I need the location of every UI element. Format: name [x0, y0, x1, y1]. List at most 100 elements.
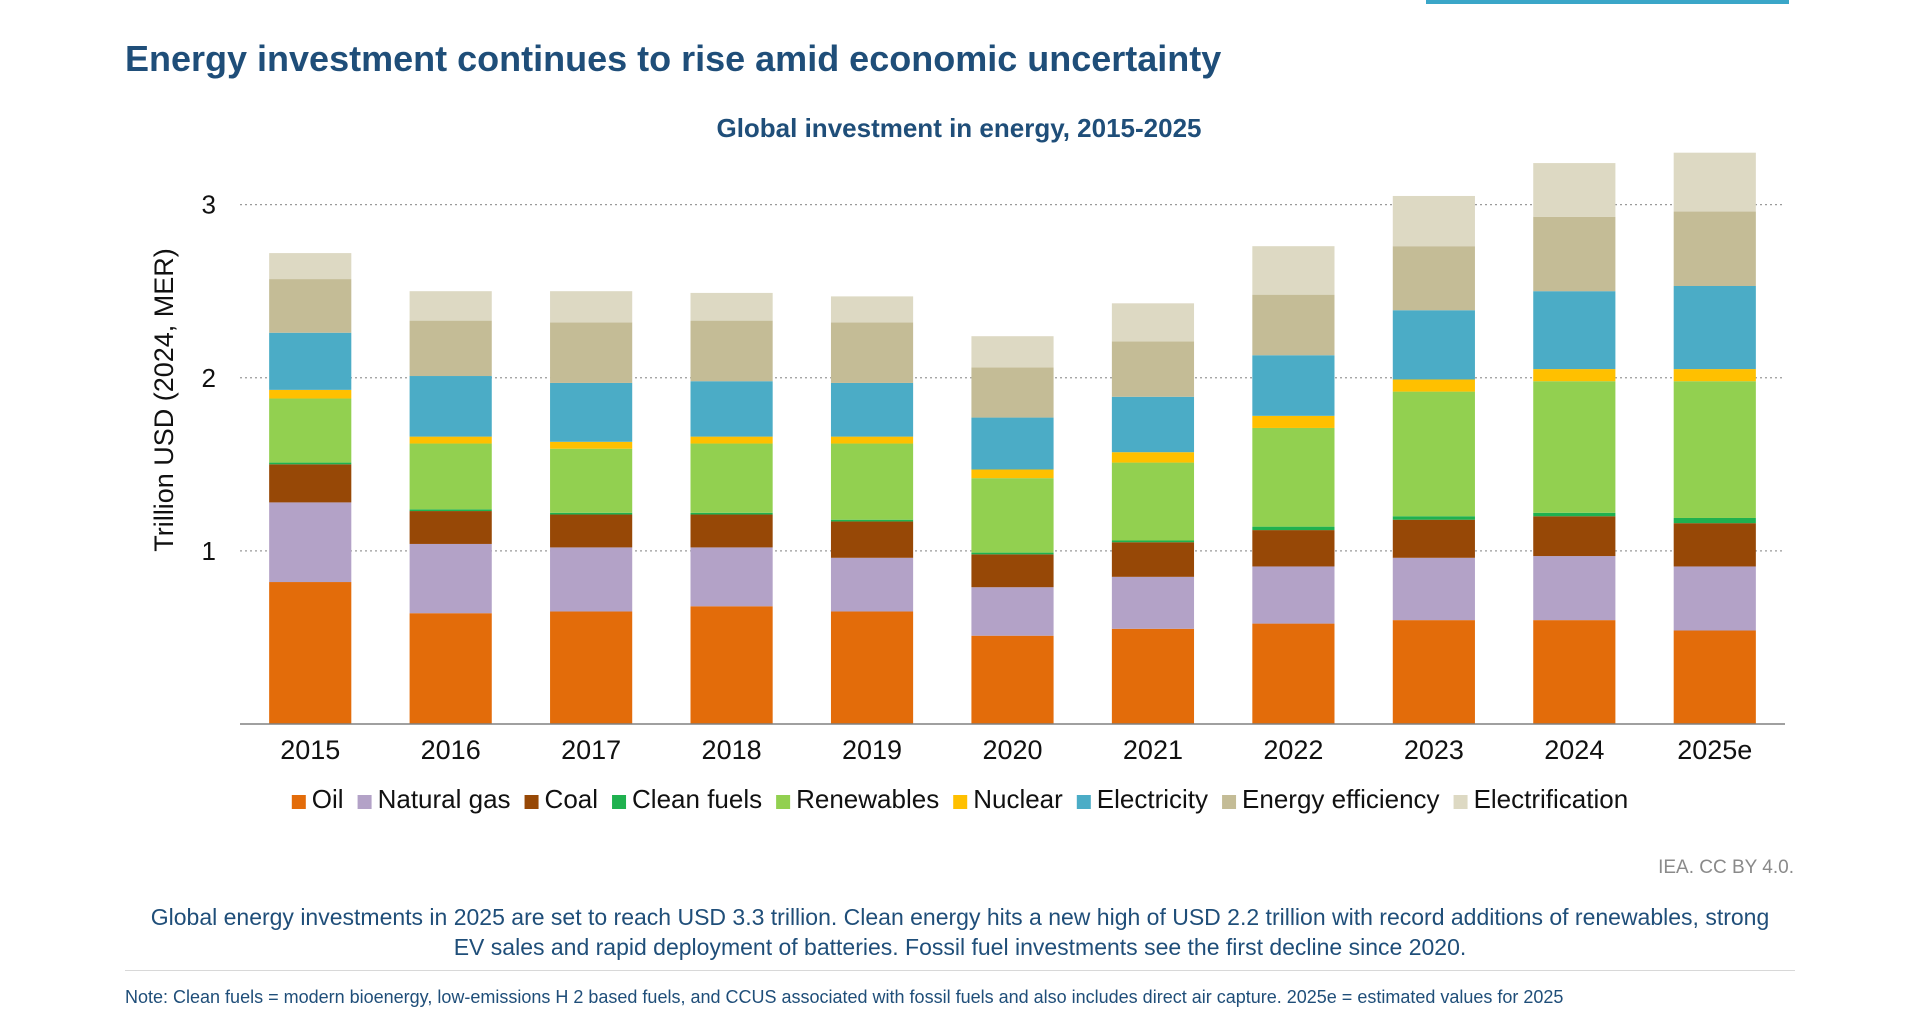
bar-coal-2025e: [1673, 523, 1756, 567]
x-tick-label: 2022: [1263, 735, 1323, 765]
legend-label: Electrification: [1474, 784, 1629, 814]
bar-electrification-2021: [1111, 303, 1195, 342]
bar-nuclear-2015: [269, 389, 352, 399]
legend-item-nuclear: Nuclear: [953, 784, 1063, 814]
bar-clean-fuels-2015: [269, 462, 352, 465]
bar-clean-fuels-2018: [690, 512, 773, 515]
legend-item-electrification: Electrification: [1453, 784, 1629, 814]
legend-item-clean-fuels: Clean fuels: [612, 784, 762, 814]
legend-item-natural-gas: Natural gas: [357, 784, 511, 814]
legend-label: Clean fuels: [632, 784, 762, 814]
bar-nuclear-2024: [1533, 369, 1616, 382]
bar-electricity-2018: [690, 381, 773, 437]
legend-swatch: [291, 795, 306, 809]
x-tick-label: 2025e: [1677, 735, 1752, 765]
bar-electricity-2022: [1252, 355, 1335, 416]
bar-renewables-2019: [830, 443, 914, 520]
bar-natural-gas-2025e: [1673, 566, 1756, 631]
bar-coal-2022: [1252, 530, 1335, 567]
x-tick-label: 2019: [842, 735, 902, 765]
bar-oil-2018: [690, 606, 773, 724]
x-tick-label: 2018: [702, 735, 762, 765]
bar-coal-2021: [1111, 542, 1195, 577]
summary-text: Global energy investments in 2025 are se…: [150, 904, 1770, 960]
bar-coal-2020: [971, 554, 1054, 588]
bar-natural-gas-2021: [1111, 576, 1195, 629]
bar-energy-efficiency-2017: [550, 322, 633, 383]
bar-energy-efficiency-2025e: [1673, 211, 1756, 286]
bar-renewables-2022: [1252, 427, 1335, 527]
bar-natural-gas-2015: [269, 502, 352, 583]
bar-natural-gas-2022: [1252, 566, 1335, 624]
bar-natural-gas-2017: [550, 547, 633, 612]
legend-item-electricity: Electricity: [1076, 784, 1208, 814]
bar-electrification-2018: [690, 292, 773, 321]
bar-renewables-2015: [269, 398, 352, 463]
bar-energy-efficiency-2016: [409, 320, 492, 377]
bar-energy-efficiency-2018: [690, 320, 773, 382]
bar-energy-efficiency-2020: [971, 367, 1054, 418]
bar-oil-2020: [971, 635, 1054, 724]
bar-natural-gas-2016: [409, 543, 492, 614]
y-tick-label: 2: [202, 363, 216, 393]
legend-swatch: [357, 795, 372, 809]
bar-oil-2024: [1533, 620, 1616, 724]
bar-oil-2019: [830, 611, 914, 724]
legend-swatch: [612, 795, 627, 809]
bar-renewables-2025e: [1673, 381, 1756, 518]
bar-electrification-2022: [1252, 246, 1335, 295]
bar-natural-gas-2019: [830, 557, 914, 612]
bar-electricity-2019: [830, 382, 914, 437]
legend-swatch: [1453, 795, 1468, 809]
legend-label: Energy efficiency: [1242, 784, 1440, 814]
bar-nuclear-2022: [1252, 415, 1335, 428]
legend-label: Nuclear: [973, 784, 1063, 814]
x-tick-label: 2021: [1123, 735, 1183, 765]
bar-clean-fuels-2023: [1392, 516, 1475, 520]
bar-clean-fuels-2020: [971, 552, 1054, 555]
bar-nuclear-2025e: [1673, 369, 1756, 382]
bar-clean-fuels-2025e: [1673, 517, 1756, 524]
legend-item-renewables: Renewables: [776, 784, 939, 814]
bar-electricity-2021: [1111, 396, 1195, 453]
bar-clean-fuels-2016: [409, 509, 492, 512]
legend-swatch: [1222, 795, 1237, 809]
bar-clean-fuels-2024: [1533, 512, 1616, 517]
bar-energy-efficiency-2023: [1392, 246, 1475, 311]
bar-energy-efficiency-2022: [1252, 294, 1335, 356]
y-axis-label: Trillion USD (2024, MER): [149, 248, 179, 552]
bar-oil-2015: [269, 582, 352, 724]
bar-energy-efficiency-2024: [1533, 216, 1616, 292]
bar-energy-efficiency-2015: [269, 279, 352, 333]
bar-renewables-2024: [1533, 381, 1616, 513]
bar-coal-2017: [550, 514, 633, 548]
bar-coal-2015: [269, 464, 352, 503]
legend-item-coal: Coal: [524, 784, 598, 814]
bar-natural-gas-2024: [1533, 556, 1616, 621]
source-credit: IEA. CC BY 4.0.: [1658, 857, 1794, 878]
bar-electricity-2025e: [1673, 285, 1756, 370]
x-tick-label: 2020: [982, 735, 1042, 765]
bar-clean-fuels-2017: [550, 512, 633, 515]
bar-nuclear-2023: [1392, 379, 1475, 392]
bar-coal-2019: [830, 521, 914, 558]
page-title: Energy investment continues to rise amid…: [125, 38, 1222, 79]
top-accent-bar: [1426, 0, 1789, 4]
bar-natural-gas-2020: [971, 587, 1054, 636]
footnote: Note: Clean fuels = modern bioenergy, lo…: [125, 987, 1564, 1007]
bar-electrification-2015: [269, 253, 352, 280]
legend-item-oil: Oil: [291, 784, 344, 814]
legend-label: Coal: [545, 784, 598, 814]
legend-swatch: [1076, 795, 1091, 809]
x-tick-label: 2023: [1404, 735, 1464, 765]
bar-clean-fuels-2022: [1252, 526, 1335, 531]
legend-swatch: [524, 795, 539, 809]
bar-nuclear-2019: [830, 436, 914, 444]
bar-oil-2017: [550, 611, 633, 724]
bar-electrification-2024: [1533, 163, 1616, 217]
bar-electrification-2023: [1392, 195, 1475, 247]
bar-clean-fuels-2019: [830, 519, 914, 522]
legend-item-energy-efficiency: Energy efficiency: [1222, 784, 1440, 814]
bar-natural-gas-2023: [1392, 557, 1475, 621]
